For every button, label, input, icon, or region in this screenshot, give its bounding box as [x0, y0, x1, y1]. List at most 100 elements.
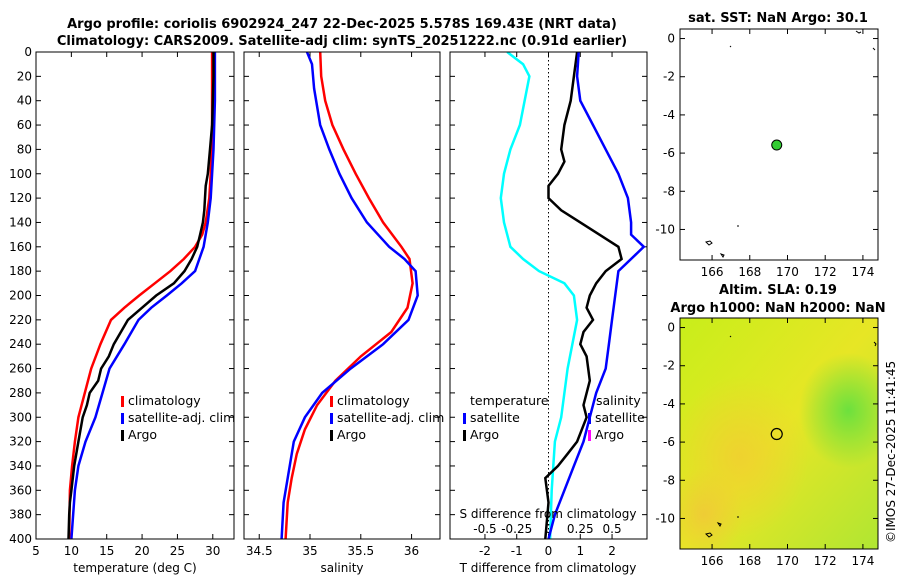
- temperature-frame: [35, 51, 235, 540]
- y-tick-label: 120: [9, 191, 32, 205]
- x-tick-label: 20: [134, 544, 149, 558]
- sst-map-frame: [679, 28, 879, 261]
- top-x-tick-label: -0.5: [473, 522, 496, 536]
- sst-map-coastlines: [705, 30, 876, 258]
- y-tick-label: 360: [9, 483, 32, 497]
- y-tick-label: -10: [655, 222, 675, 236]
- y-tick-label: 300: [9, 410, 32, 424]
- legend-label-climatology: climatology: [337, 393, 410, 408]
- temperature-axes: 5 10 15 20 25 3002040608010012014016018020022…: [9, 45, 234, 558]
- x-tick-label: 2: [608, 544, 616, 558]
- y-tick-label: 80: [17, 142, 32, 156]
- y-tick-label: -4: [663, 108, 675, 122]
- island-outline: [719, 253, 725, 258]
- y-tick-label: 0: [24, 45, 32, 59]
- y-tick-label: -6: [663, 435, 675, 449]
- altimetry-title-line2: Argo h1000: NaN h2000: NaN: [670, 301, 885, 316]
- legend-swatch-satellite: [330, 413, 333, 424]
- y-tick-label: 380: [9, 508, 32, 522]
- legend-label-t-satellite: satellite: [470, 410, 520, 425]
- salinity-climatology-line: [284, 52, 414, 539]
- temp-diff-argo-line: [543, 52, 624, 539]
- sst-map-panel: sat. SST: NaN Argo: 30.1 166 168 170 172 174…: [655, 11, 879, 279]
- x-tick-label: 15: [99, 544, 114, 558]
- heatmap-warm-anomaly-sw: [680, 318, 878, 549]
- y-tick-label: 200: [9, 289, 32, 303]
- temperature-argo-line: [67, 52, 215, 539]
- top-x-tick-label: 0.5: [603, 522, 622, 536]
- x-tick-label: 35: [302, 544, 317, 558]
- argo-location-marker: [770, 427, 783, 441]
- legend-label-satellite: satellite-adj. clim: [128, 410, 235, 425]
- x-tick-label: -2: [479, 544, 491, 558]
- y-tick-label: 340: [9, 459, 32, 473]
- legend-swatch-climatology: [121, 396, 124, 407]
- altimetry-title-line1: Altim. SLA: 0.19: [719, 283, 837, 298]
- x-tick-label: 170: [776, 554, 799, 568]
- x-tick-label: 174: [851, 265, 874, 279]
- x-tick-label: 166: [701, 554, 724, 568]
- sst-map-title: sat. SST: NaN Argo: 30.1: [688, 11, 868, 26]
- legend-swatch-t-argo: [463, 430, 466, 441]
- legend-label-s-satellite: satellite: [595, 410, 645, 425]
- x-tick-label: 172: [814, 554, 837, 568]
- island-outline: [855, 30, 862, 34]
- legend-swatch-satellite: [121, 413, 124, 424]
- x-tick-label: 172: [814, 265, 837, 279]
- altimetry-heatmap: [680, 318, 878, 549]
- x-tick-label: 36: [404, 544, 419, 558]
- x-tick-label: -1: [511, 544, 523, 558]
- difference-legend: temperature satellite Argo salinity sate…: [463, 393, 645, 442]
- x-tick-label: 34.5: [246, 544, 273, 558]
- legend-swatch-t-satellite: [463, 413, 466, 424]
- temperature-legend: climatology satellite-adj. clim Argo: [121, 393, 235, 442]
- x-tick-label: 0: [545, 544, 553, 558]
- y-tick-label: 220: [9, 313, 32, 327]
- legend-swatch-s-argo: [588, 430, 591, 441]
- x-tick-label: 5: [32, 544, 40, 558]
- x-tick-label: 168: [738, 554, 761, 568]
- y-tick-label: 260: [9, 362, 32, 376]
- island-outline: [872, 47, 876, 51]
- y-tick-label: 280: [9, 386, 32, 400]
- legend-label-t-argo: Argo: [470, 427, 499, 442]
- x-tick-label: 174: [851, 554, 874, 568]
- altimetry-coastlines: [705, 335, 877, 538]
- altimetry-map-frame: [679, 317, 879, 550]
- y-tick-label: -8: [663, 473, 675, 487]
- top-x-tick-label: -0.25: [501, 522, 532, 536]
- sal-diff-satellite-line: [547, 52, 646, 539]
- y-tick-label: 240: [9, 337, 32, 351]
- legend-swatch-argo: [121, 430, 124, 441]
- legend-heading-salinity: salinity: [596, 393, 641, 408]
- sst-map-axes: 166 168 170 172 174 0 -2 -4 -6 -8 -10: [655, 29, 878, 279]
- imos-watermark: ©IMOS 27-Dec-2025 11:41:45: [884, 361, 898, 543]
- legend-label-s-argo: Argo: [595, 427, 624, 442]
- figure-title-line2: Climatology: CARS2009. Satellite-adj cli…: [57, 34, 627, 49]
- y-tick-label: 100: [9, 167, 32, 181]
- legend-swatch-argo: [330, 430, 333, 441]
- altimetry-map-axes: 166 168 170 172 174 0 -2 -4 -6 -8 -10: [655, 318, 878, 568]
- y-tick-label: -4: [663, 397, 675, 411]
- difference-frame: [449, 51, 648, 540]
- island-outline: [705, 240, 713, 246]
- x-tick-label: 30: [205, 544, 220, 558]
- x-tick-label: 10: [64, 544, 79, 558]
- x-tick-label: 168: [738, 265, 761, 279]
- legend-label-satellite: satellite-adj. clim: [337, 410, 444, 425]
- legend-heading-temperature: temperature: [470, 393, 549, 408]
- x-tick-label: 170: [776, 265, 799, 279]
- salinity-panel: 34.5 35 35.5 36 salinity climatology satell…: [243, 51, 444, 575]
- y-tick-label: 40: [17, 94, 32, 108]
- legend-swatch-climatology: [330, 396, 333, 407]
- y-tick-label: 160: [9, 240, 32, 254]
- temperature-satellite-line: [70, 52, 217, 539]
- x-tick-label: 35.5: [347, 544, 374, 558]
- salinity-frame: [243, 51, 441, 540]
- salinity-satellite-line: [280, 52, 419, 539]
- salinity-legend: climatology satellite-adj. clim Argo: [330, 393, 444, 442]
- y-tick-label: -8: [663, 184, 675, 198]
- difference-xlabel: T difference from climatology: [459, 561, 637, 575]
